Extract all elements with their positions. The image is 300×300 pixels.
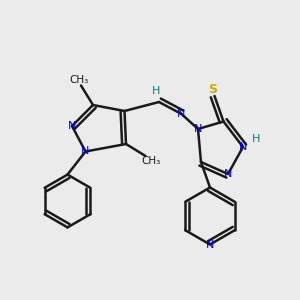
Text: N: N — [81, 146, 90, 157]
Text: S: S — [208, 83, 217, 96]
Text: CH₃: CH₃ — [142, 156, 161, 167]
Text: N: N — [177, 109, 186, 119]
Text: N: N — [239, 142, 247, 152]
Text: N: N — [206, 239, 214, 250]
Text: N: N — [224, 169, 232, 179]
Text: N: N — [68, 121, 76, 131]
Text: H: H — [251, 134, 260, 144]
Text: H: H — [152, 86, 160, 97]
Text: CH₃: CH₃ — [70, 75, 89, 85]
Text: N: N — [194, 124, 202, 134]
